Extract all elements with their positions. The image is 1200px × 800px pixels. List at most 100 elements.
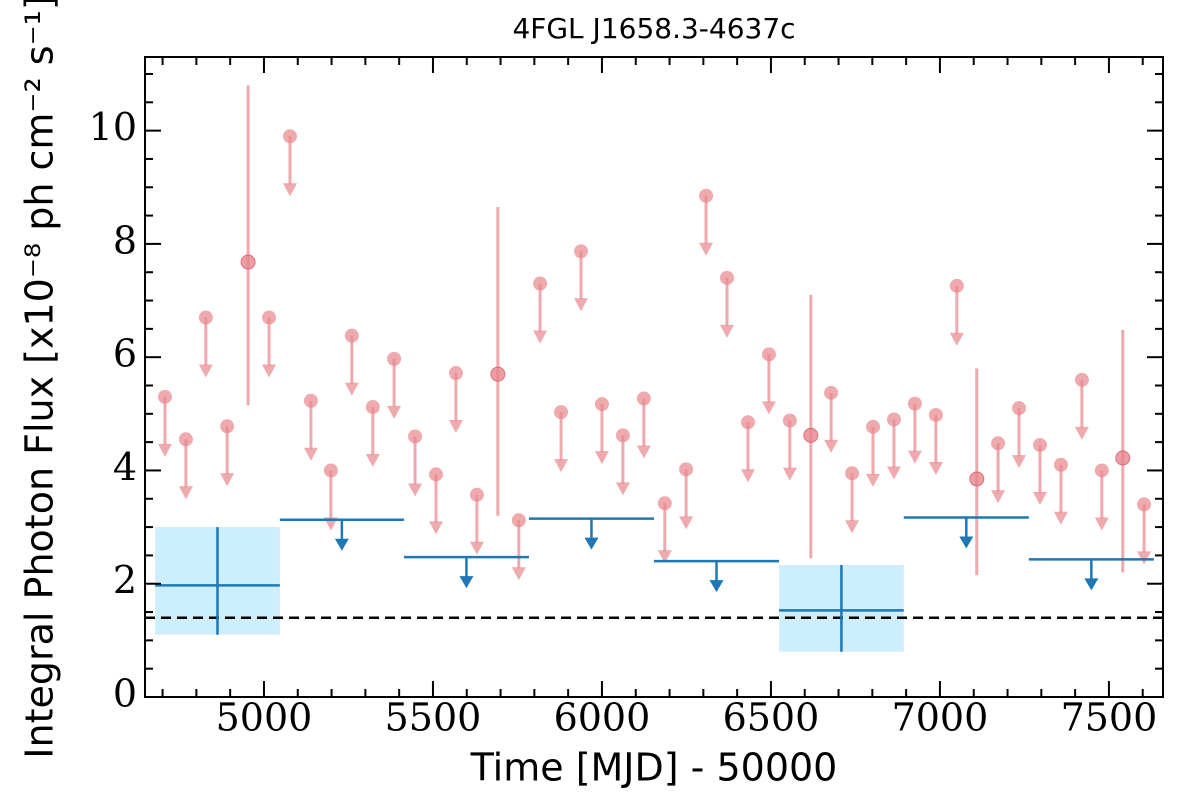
arrow-head — [1074, 426, 1089, 440]
arrow-head — [761, 401, 776, 415]
arrow-head — [1137, 551, 1152, 565]
arrow-head — [334, 538, 349, 551]
point — [636, 391, 651, 406]
y-tick-label: 2 — [113, 558, 137, 602]
y-tick-label: 4 — [113, 445, 137, 489]
point — [303, 393, 318, 408]
point — [1094, 463, 1109, 478]
arrow-head — [740, 469, 755, 483]
arrow-head — [1012, 455, 1027, 469]
arrow-head — [1032, 491, 1047, 505]
arrow-head — [554, 459, 569, 473]
x-tick-label: 7500 — [1061, 696, 1158, 740]
arrow-head — [709, 580, 724, 593]
point — [429, 467, 444, 482]
point — [220, 419, 235, 434]
arrow-head — [344, 382, 359, 396]
arrow-head — [928, 461, 943, 475]
point — [490, 366, 506, 382]
point — [615, 428, 630, 443]
y-tick-label: 10 — [89, 105, 137, 149]
point — [803, 427, 819, 443]
x-tick-label: 5500 — [385, 696, 482, 740]
point — [240, 254, 256, 270]
y-tick-label: 6 — [113, 332, 137, 376]
point — [533, 276, 548, 291]
x-tick-label: 7000 — [892, 696, 989, 740]
arrow-head — [178, 486, 193, 500]
arrow-head — [991, 490, 1006, 504]
x-tick-label: 6500 — [723, 696, 820, 740]
point — [323, 463, 338, 478]
point — [949, 278, 964, 293]
point — [157, 389, 172, 404]
point — [991, 436, 1006, 451]
arrow-head — [262, 364, 277, 378]
arrow-head — [594, 451, 609, 465]
point — [886, 412, 901, 427]
point — [469, 487, 484, 502]
y-tick-label: 8 — [113, 218, 137, 262]
point — [1032, 437, 1047, 452]
arrow-head — [459, 576, 474, 589]
point — [554, 405, 569, 420]
point — [594, 397, 609, 412]
point — [282, 129, 297, 144]
point — [761, 347, 776, 362]
y-axis-label: Integral Photon Flux [x10⁻⁸ ph cm⁻² s⁻¹] — [18, 0, 62, 759]
point — [1053, 457, 1068, 472]
arrow-head — [408, 483, 423, 497]
point — [782, 413, 797, 428]
arrow-head — [469, 541, 484, 555]
point — [740, 415, 755, 430]
y-tick-label: 0 — [113, 672, 137, 716]
arrow-head — [959, 536, 974, 549]
chart-title: 4FGL J1658.3-4637c — [512, 12, 795, 45]
arrow-head — [824, 439, 839, 453]
point — [198, 310, 213, 325]
arrow-head — [448, 420, 463, 434]
point — [720, 270, 735, 285]
point — [387, 351, 402, 366]
arrow-head — [679, 516, 694, 530]
point — [824, 385, 839, 400]
arrow-head — [387, 405, 402, 419]
point — [699, 188, 714, 203]
x-axis-label: Time [MJD] - 50000 — [470, 746, 838, 790]
arrow-head — [511, 567, 526, 581]
point — [1115, 450, 1131, 466]
point — [679, 462, 694, 477]
point — [344, 328, 359, 343]
arrow-head — [636, 445, 651, 459]
arrow-head — [584, 537, 599, 550]
point — [1012, 401, 1027, 416]
arrow-head — [220, 473, 235, 487]
arrow-head — [303, 447, 318, 461]
arrow-head — [533, 330, 548, 344]
point — [365, 400, 380, 415]
arrow-head — [282, 183, 297, 197]
x-tick-label: 6000 — [554, 696, 651, 740]
arrow-head — [429, 521, 444, 535]
arrow-head — [1084, 578, 1099, 591]
point — [408, 429, 423, 444]
arrow-head — [157, 443, 172, 457]
arrow-head — [866, 473, 881, 487]
plot-frame — [144, 56, 1164, 698]
point — [448, 366, 463, 381]
arrow-head — [198, 364, 213, 378]
arrow-head — [365, 454, 380, 468]
arrow-head — [886, 466, 901, 480]
arrow-head — [907, 450, 922, 464]
arrow-head — [782, 467, 797, 481]
point — [262, 310, 277, 325]
arrow-head — [699, 242, 714, 256]
point — [907, 396, 922, 411]
arrow-head — [845, 520, 860, 534]
point — [845, 466, 860, 481]
arrow-head — [949, 332, 964, 346]
point — [969, 471, 985, 487]
point — [1137, 497, 1152, 512]
